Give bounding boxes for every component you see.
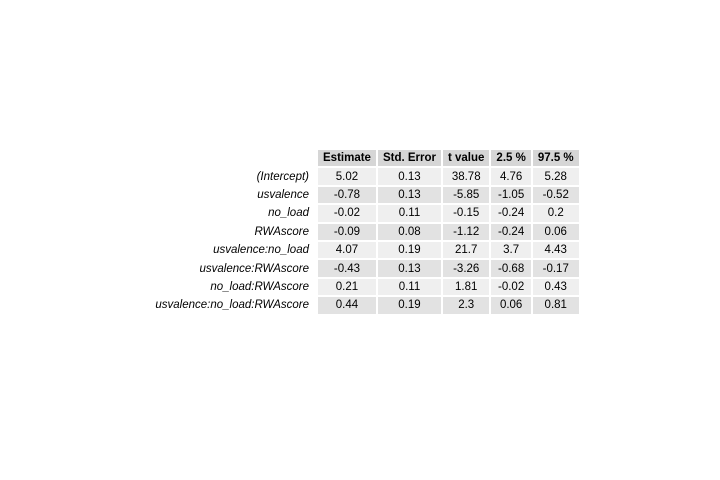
table-cell: 0.2: [532, 205, 579, 222]
table-row: no_load:RWAscore 0.21 0.11 1.81 -0.02 0.43: [2, 278, 579, 296]
table-cell: -3.26: [442, 260, 490, 277]
row-term-label: no_load:RWAscore: [210, 280, 309, 293]
table-cell: -0.09: [318, 223, 376, 240]
table-corner: [2, 150, 316, 166]
table-cell: 0.06: [532, 223, 579, 240]
table-cell: 0.06: [491, 297, 531, 314]
coefficient-table-container: Estimate Std. Error t value 2.5 % 97.5 % (In…: [0, 148, 581, 316]
table-cell: 0.11: [377, 278, 441, 296]
row-term-label: usvalence:no_load:RWAscore: [155, 299, 309, 312]
column-header: Std. Error: [377, 150, 441, 167]
table-cell: 0.13: [377, 168, 441, 185]
column-header: 97.5 %: [532, 150, 579, 167]
table-cell: 0.21: [318, 278, 376, 296]
table-cell: 4.43: [532, 241, 579, 259]
table-cell: 0.13: [377, 186, 441, 204]
table-cell: -0.24: [491, 223, 531, 240]
table-cell: -0.68: [491, 260, 531, 277]
table-row: no_load -0.02 0.11 -0.15 -0.24 0.2: [2, 205, 579, 222]
table-cell: 0.19: [377, 241, 441, 259]
table-cell: 1.81: [442, 278, 490, 296]
table-cell: -0.52: [532, 186, 579, 204]
table-row: RWAscore -0.09 0.08 -1.12 -0.24 0.06: [2, 223, 579, 240]
table-cell: -0.43: [318, 260, 376, 277]
table-header-row: Estimate Std. Error t value 2.5 % 97.5 %: [2, 150, 579, 167]
table-cell: 0.81: [532, 297, 579, 314]
table-cell: 0.13: [377, 260, 441, 277]
table-cell: 2.3: [442, 297, 490, 314]
table-body: (Intercept) 5.02 0.13 38.78 4.76 5.28 usvalenc…: [2, 168, 579, 314]
table-row: (Intercept) 5.02 0.13 38.78 4.76 5.28: [2, 168, 579, 185]
table-cell: 0.43: [532, 278, 579, 296]
table-cell: 0.08: [377, 223, 441, 240]
row-term-label: no_load: [268, 207, 309, 220]
table-row: usvalence:RWAscore -0.43 0.13 -3.26 -0.68 -0.…: [2, 260, 579, 277]
table-cell: 0.11: [377, 205, 441, 222]
table-cell: -0.02: [491, 278, 531, 296]
row-term-label: (Intercept): [256, 170, 309, 183]
row-term-label: usvalence:no_load: [213, 244, 309, 257]
table-cell: 5.02: [318, 168, 376, 185]
table-cell: 5.28: [532, 168, 579, 185]
table-cell: -0.24: [491, 205, 531, 222]
table-cell: -1.05: [491, 186, 531, 204]
coefficient-table: Estimate Std. Error t value 2.5 % 97.5 % (In…: [0, 148, 581, 316]
table-cell: -0.15: [442, 205, 490, 222]
table-cell: -0.78: [318, 186, 376, 204]
table-row: usvalence:no_load:RWAscore 0.44 0.19 2.3 0.0…: [2, 297, 579, 314]
table-row: usvalence:no_load 4.07 0.19 21.7 3.7 4.43: [2, 241, 579, 259]
table-row: usvalence -0.78 0.13 -5.85 -1.05 -0.52: [2, 186, 579, 204]
table-cell: 38.78: [442, 168, 490, 185]
table-cell: -0.02: [318, 205, 376, 222]
table-cell: 0.44: [318, 297, 376, 314]
table-cell: -1.12: [442, 223, 490, 240]
column-header: Estimate: [318, 150, 376, 167]
row-term-label: RWAscore: [254, 225, 309, 238]
table-cell: 4.76: [491, 168, 531, 185]
column-header: t value: [442, 150, 490, 167]
table-cell: -0.17: [532, 260, 579, 277]
column-header: 2.5 %: [491, 150, 531, 167]
table-cell: 21.7: [442, 241, 490, 259]
table-cell: -5.85: [442, 186, 490, 204]
table-cell: 3.7: [491, 241, 531, 259]
table-cell: 4.07: [318, 241, 376, 259]
table-cell: 0.19: [377, 297, 441, 314]
row-term-label: usvalence:RWAscore: [199, 262, 309, 275]
row-term-label: usvalence: [257, 188, 309, 201]
